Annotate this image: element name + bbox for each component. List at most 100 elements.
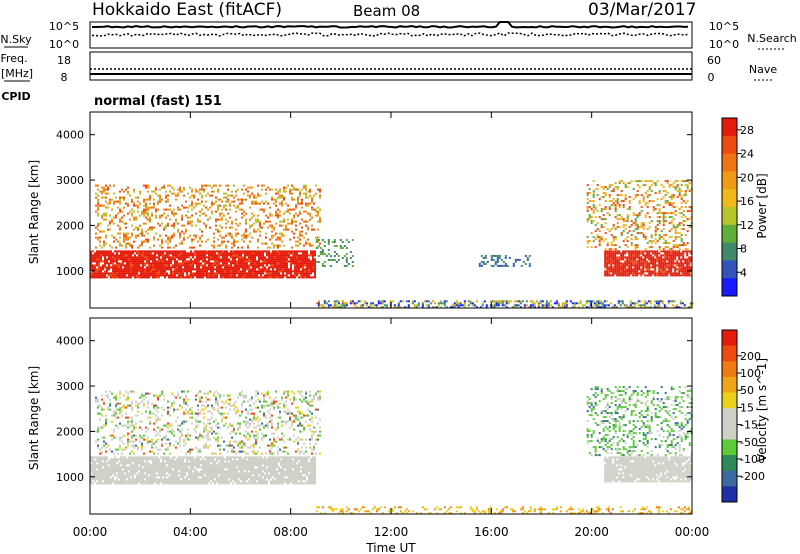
heatmap-cell bbox=[638, 272, 641, 275]
heatmap-cell bbox=[162, 250, 164, 253]
heatmap-cell bbox=[670, 260, 673, 263]
heatmap-cell bbox=[652, 258, 655, 261]
heatmap-cell bbox=[144, 270, 146, 273]
heatmap-cell bbox=[100, 474, 102, 477]
heatmap-cell bbox=[100, 456, 102, 459]
heatmap-cell bbox=[152, 256, 154, 259]
heatmap-cell bbox=[641, 304, 644, 307]
heatmap-cell bbox=[636, 232, 639, 235]
heatmap-cell bbox=[650, 256, 653, 259]
heatmap-cell bbox=[142, 472, 144, 475]
heatmap-cell bbox=[149, 198, 151, 201]
heatmap-cell bbox=[314, 254, 316, 257]
heatmap-cell bbox=[159, 198, 161, 201]
heatmap-cell bbox=[443, 302, 446, 305]
heatmap-cell bbox=[130, 466, 132, 469]
noise-tick-left-bottom: 10^0 bbox=[49, 38, 79, 51]
heatmap-cell bbox=[654, 250, 657, 253]
heatmap-cell bbox=[134, 256, 136, 259]
heatmap-cell bbox=[228, 276, 230, 279]
heatmap-cell bbox=[176, 256, 178, 259]
heatmap-cell bbox=[620, 252, 623, 255]
heatmap-cell bbox=[238, 262, 240, 265]
heatmap-cell bbox=[246, 262, 248, 265]
heatmap-cell bbox=[189, 186, 191, 189]
heatmap-cell bbox=[154, 474, 156, 477]
heatmap-cell bbox=[612, 188, 615, 191]
heatmap-cell bbox=[242, 472, 244, 475]
heatmap-cell bbox=[172, 462, 174, 465]
heatmap-cell bbox=[636, 216, 639, 219]
heatmap-cell bbox=[177, 206, 179, 209]
heatmap-cell bbox=[124, 250, 126, 253]
heatmap-cell bbox=[237, 232, 239, 235]
heatmap-cell bbox=[126, 270, 128, 273]
heatmap-cell bbox=[110, 478, 112, 481]
heatmap-cell bbox=[308, 272, 310, 275]
heatmap-cell bbox=[597, 302, 600, 305]
heatmap-cell bbox=[215, 200, 217, 203]
cpid-label: CPID bbox=[1, 90, 30, 103]
heatmap-cell bbox=[630, 272, 633, 275]
heatmap-cell bbox=[271, 198, 273, 201]
heatmap-cell bbox=[624, 220, 627, 223]
heatmap-cell bbox=[278, 250, 280, 253]
heatmap-cell bbox=[594, 230, 597, 233]
heatmap-cell bbox=[200, 456, 202, 459]
heatmap-cell bbox=[239, 198, 241, 201]
heatmap-cell bbox=[569, 300, 572, 303]
heatmap-cell bbox=[244, 266, 246, 269]
heatmap-cell bbox=[181, 216, 183, 219]
heatmap-cell bbox=[315, 210, 317, 213]
heatmap-cell bbox=[160, 266, 162, 269]
heatmap-cell bbox=[302, 260, 304, 263]
heatmap-cell bbox=[282, 276, 284, 279]
heatmap-cell bbox=[240, 266, 242, 269]
heatmap-cell bbox=[190, 482, 192, 485]
heatmap-cell bbox=[200, 268, 202, 271]
heatmap-cell bbox=[652, 264, 655, 267]
heatmap-cell bbox=[616, 214, 619, 217]
heatmap-cell bbox=[682, 250, 685, 253]
heatmap-cell bbox=[146, 478, 148, 481]
heatmap-cell bbox=[155, 210, 157, 213]
heatmap-cell bbox=[166, 482, 168, 485]
heatmap-cell bbox=[92, 462, 94, 465]
heatmap-cell bbox=[670, 248, 673, 251]
heatmap-cell bbox=[286, 256, 288, 259]
heatmap-cell bbox=[230, 462, 232, 465]
heatmap-cell bbox=[120, 480, 122, 483]
heatmap-cell bbox=[154, 252, 156, 255]
heatmap-cell bbox=[632, 258, 635, 261]
heatmap-cell bbox=[287, 208, 289, 211]
heatmap-cell bbox=[159, 196, 161, 199]
heatmap-cell bbox=[202, 480, 204, 483]
heatmap-cell bbox=[134, 472, 136, 475]
heatmap-cell bbox=[594, 216, 597, 219]
heatmap-cell bbox=[164, 466, 166, 469]
heatmap-cell bbox=[545, 300, 548, 303]
heatmap-cell bbox=[138, 458, 140, 461]
heatmap-cell bbox=[160, 480, 162, 483]
heatmap-cell bbox=[634, 270, 637, 273]
heatmap-cell bbox=[206, 466, 208, 469]
heatmap-cell bbox=[272, 268, 274, 271]
heatmap-cell bbox=[273, 226, 275, 229]
heatmap-cell bbox=[110, 462, 112, 465]
heatmap-cell bbox=[133, 210, 135, 213]
heatmap-cell bbox=[608, 256, 611, 259]
heatmap-cell bbox=[188, 266, 190, 269]
heatmap-cell bbox=[688, 264, 691, 267]
heatmap-cell bbox=[493, 306, 496, 309]
heatmap-cell bbox=[222, 468, 224, 471]
heatmap-cell bbox=[101, 246, 103, 249]
heatmap-cell bbox=[216, 474, 218, 477]
heatmap-cell bbox=[166, 470, 168, 473]
heatmap-cell bbox=[161, 214, 163, 217]
heatmap-cell bbox=[92, 456, 94, 459]
heatmap-cell bbox=[257, 184, 259, 187]
heatmap-cell bbox=[164, 262, 166, 265]
heatmap-cell bbox=[241, 202, 243, 205]
heatmap-cell bbox=[586, 206, 589, 209]
heatmap-cell bbox=[90, 458, 92, 461]
